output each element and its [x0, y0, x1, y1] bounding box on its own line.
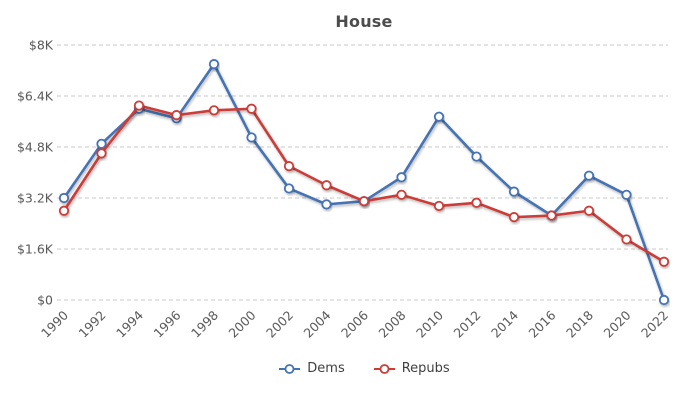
x-axis-tick-label: 2010	[413, 307, 446, 340]
x-axis-tick-label: 2016	[526, 307, 559, 340]
x-axis-tick-label: 2006	[338, 307, 371, 340]
x-axis-tick-label: 2012	[451, 308, 484, 341]
dems-point-2010[interactable]	[433, 111, 445, 122]
x-axis-tick-label: 2002	[263, 308, 296, 341]
x-axis-tick-label: 2000	[226, 307, 259, 340]
repubs-legend-marker-icon	[373, 363, 395, 374]
dems-point-2012[interactable]	[471, 151, 482, 162]
repubs-point-2010[interactable]	[433, 200, 445, 212]
dems-point-2000[interactable]	[246, 132, 257, 143]
y-axis-tick-label: $0	[37, 293, 53, 308]
dems-point-2014[interactable]	[508, 186, 520, 197]
repubs-point-2006[interactable]	[358, 196, 370, 207]
x-axis-tick-label: 1998	[188, 307, 221, 340]
legend-item-repubs[interactable]: Repubs	[373, 361, 450, 376]
dems-line	[62, 62, 666, 302]
repubs-point-2008[interactable]	[396, 189, 407, 200]
y-axis-tick-label: $4.8K	[17, 140, 54, 155]
dems-point-1992[interactable]	[96, 138, 107, 149]
x-axis-tick-label: 2014	[488, 307, 521, 340]
x-axis-tick-label: 1992	[76, 308, 109, 341]
legend-item-dems[interactable]: Dems	[278, 361, 345, 376]
repubs-point-2016[interactable]	[546, 210, 557, 221]
y-axis-tick-label: $1.6K	[17, 242, 54, 257]
x-axis-tick-label: 1996	[151, 307, 184, 340]
repubs-point-2014[interactable]	[508, 212, 520, 223]
repubs-point-2004[interactable]	[321, 180, 332, 191]
legend-label-repubs: Repubs	[401, 361, 450, 376]
y-axis-tick-label: $8K	[29, 38, 54, 53]
chart-legend: Dems Repubs	[64, 361, 664, 376]
dems-point-2008[interactable]	[396, 172, 407, 183]
dems-point-1998[interactable]	[208, 59, 220, 70]
repubs-point-2022[interactable]	[658, 256, 670, 267]
repubs-point-1990[interactable]	[58, 205, 70, 216]
repubs-point-1992[interactable]	[96, 148, 107, 159]
chart-title: House	[335, 12, 393, 31]
dems-point-2002[interactable]	[283, 183, 295, 194]
dems-point-1990[interactable]	[58, 192, 70, 204]
repubs-line	[62, 104, 666, 264]
x-axis-tick-label: 1990	[38, 307, 71, 340]
repubs-point-2020[interactable]	[621, 234, 632, 245]
x-axis-tick-label: 2022	[638, 308, 671, 341]
repubs-point-2012[interactable]	[471, 197, 482, 208]
x-axis-tick-label: 2004	[301, 307, 334, 340]
x-axis-tick-label: 1994	[113, 307, 146, 340]
x-axis-tick-label: 2008	[376, 307, 409, 340]
repubs-point-2000[interactable]	[246, 103, 257, 114]
repubs-point-1994[interactable]	[133, 100, 145, 111]
repubs-point-2018[interactable]	[583, 205, 595, 216]
x-axis-labels-group: 1990 1992 1994 1996 1998 2000 2002 2004 2006 2008…	[38, 307, 671, 340]
dems-legend-marker-icon	[279, 363, 301, 374]
dems-point-2004[interactable]	[321, 199, 332, 210]
y-axis-tick-label: $3.2K	[17, 191, 54, 206]
series-group	[58, 59, 670, 306]
legend-label-dems: Dems	[307, 361, 345, 376]
x-axis-tick-label: 2020	[601, 307, 634, 340]
y-axis-labels-group: $0 $1.6K $3.2K $4.8K $6.4K $8K	[17, 38, 54, 308]
repubs-point-2002[interactable]	[283, 161, 295, 172]
repubs-point-1996[interactable]	[171, 110, 182, 121]
dems-point-2018[interactable]	[583, 170, 595, 181]
dems-point-2020[interactable]	[621, 189, 632, 200]
y-axis-tick-label: $6.4K	[17, 89, 54, 104]
repubs-point-1998[interactable]	[208, 105, 220, 116]
x-axis-tick-label: 2018	[563, 307, 596, 340]
dems-point-2022[interactable]	[658, 294, 670, 306]
gridlines-group	[57, 44, 668, 301]
